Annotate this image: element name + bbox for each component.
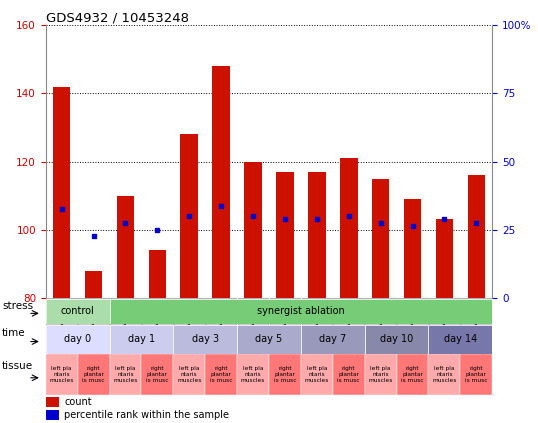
Bar <box>244 162 262 298</box>
FancyBboxPatch shape <box>429 298 460 352</box>
Bar <box>110 299 492 324</box>
Bar <box>46 410 59 420</box>
Bar <box>213 66 230 298</box>
Bar <box>148 250 166 298</box>
Text: GSM1144764: GSM1144764 <box>408 299 417 350</box>
Text: left pla
ntaris
muscles: left pla ntaris muscles <box>305 366 329 383</box>
FancyBboxPatch shape <box>301 298 332 352</box>
FancyBboxPatch shape <box>270 298 300 352</box>
Bar <box>276 172 294 298</box>
Bar <box>468 175 485 298</box>
Bar <box>340 158 358 298</box>
Text: tissue: tissue <box>2 361 33 371</box>
Bar <box>173 354 205 395</box>
Bar <box>428 354 461 395</box>
Bar <box>237 325 301 354</box>
Bar <box>397 354 428 395</box>
Bar <box>372 179 390 298</box>
Text: GDS4932 / 10453248: GDS4932 / 10453248 <box>46 11 189 24</box>
Bar <box>333 354 365 395</box>
Text: day 5: day 5 <box>256 334 282 344</box>
Bar <box>141 354 173 395</box>
FancyBboxPatch shape <box>46 298 77 352</box>
Text: GSM1144765: GSM1144765 <box>376 299 385 350</box>
Bar <box>237 354 269 395</box>
Text: GSM1144766: GSM1144766 <box>472 299 481 350</box>
Text: day 0: day 0 <box>64 334 91 344</box>
Bar <box>180 135 198 298</box>
FancyBboxPatch shape <box>206 298 237 352</box>
Text: time: time <box>2 328 26 338</box>
Bar <box>110 325 173 354</box>
Bar <box>46 397 59 407</box>
Text: GSM1144761: GSM1144761 <box>249 299 258 350</box>
Bar <box>404 199 421 298</box>
FancyBboxPatch shape <box>461 298 492 352</box>
Text: day 14: day 14 <box>444 334 477 344</box>
FancyBboxPatch shape <box>365 298 396 352</box>
Bar <box>205 354 237 395</box>
Bar <box>173 325 237 354</box>
FancyBboxPatch shape <box>142 298 173 352</box>
Text: percentile rank within the sample: percentile rank within the sample <box>65 410 230 420</box>
Bar <box>77 354 110 395</box>
Bar <box>110 354 141 395</box>
Text: day 10: day 10 <box>380 334 413 344</box>
Text: left pla
ntaris
muscles: left pla ntaris muscles <box>241 366 265 383</box>
Text: control: control <box>61 306 95 316</box>
Text: GSM1144754: GSM1144754 <box>89 299 98 350</box>
Text: GSM1144755: GSM1144755 <box>57 299 66 350</box>
Text: GSM1144759: GSM1144759 <box>185 299 194 350</box>
Bar <box>46 299 110 324</box>
Bar <box>436 220 453 298</box>
Text: left pla
ntaris
muscles: left pla ntaris muscles <box>49 366 74 383</box>
Text: count: count <box>65 397 92 407</box>
Bar <box>269 354 301 395</box>
Text: right
plantar
is musc: right plantar is musc <box>82 366 105 383</box>
FancyBboxPatch shape <box>397 298 428 352</box>
Text: day 7: day 7 <box>319 334 346 344</box>
Text: GSM1144760: GSM1144760 <box>280 299 289 350</box>
Text: GSM1144762: GSM1144762 <box>344 299 353 350</box>
Bar <box>308 172 325 298</box>
Text: GSM1144767: GSM1144767 <box>440 299 449 350</box>
Text: day 3: day 3 <box>192 334 219 344</box>
Text: stress: stress <box>2 301 33 311</box>
FancyBboxPatch shape <box>78 298 109 352</box>
Text: GSM1144758: GSM1144758 <box>217 299 225 350</box>
Text: synergist ablation: synergist ablation <box>257 306 345 316</box>
Text: right
plantar
is musc: right plantar is musc <box>210 366 232 383</box>
Text: GSM1144757: GSM1144757 <box>121 299 130 350</box>
Text: left pla
ntaris
muscles: left pla ntaris muscles <box>432 366 457 383</box>
FancyBboxPatch shape <box>238 298 268 352</box>
Bar <box>46 325 110 354</box>
Bar <box>365 354 397 395</box>
Bar <box>53 87 70 298</box>
Text: right
plantar
is musc: right plantar is musc <box>401 366 424 383</box>
Bar <box>365 325 428 354</box>
Text: right
plantar
is musc: right plantar is musc <box>465 366 487 383</box>
Bar <box>301 354 333 395</box>
Bar <box>85 271 102 298</box>
Text: right
plantar
is musc: right plantar is musc <box>274 366 296 383</box>
FancyBboxPatch shape <box>110 298 141 352</box>
Text: left pla
ntaris
muscles: left pla ntaris muscles <box>114 366 138 383</box>
Bar <box>461 354 492 395</box>
FancyBboxPatch shape <box>174 298 204 352</box>
Text: GSM1144763: GSM1144763 <box>313 299 321 350</box>
Text: day 1: day 1 <box>128 334 155 344</box>
Bar <box>117 196 134 298</box>
Bar <box>46 354 77 395</box>
Text: left pla
ntaris
muscles: left pla ntaris muscles <box>369 366 393 383</box>
FancyBboxPatch shape <box>334 298 364 352</box>
Bar <box>301 325 365 354</box>
Text: right
plantar
is musc: right plantar is musc <box>337 366 360 383</box>
Text: left pla
ntaris
muscles: left pla ntaris muscles <box>177 366 201 383</box>
Bar <box>428 325 492 354</box>
Text: GSM1144756: GSM1144756 <box>153 299 162 350</box>
Text: right
plantar
is musc: right plantar is musc <box>146 366 168 383</box>
